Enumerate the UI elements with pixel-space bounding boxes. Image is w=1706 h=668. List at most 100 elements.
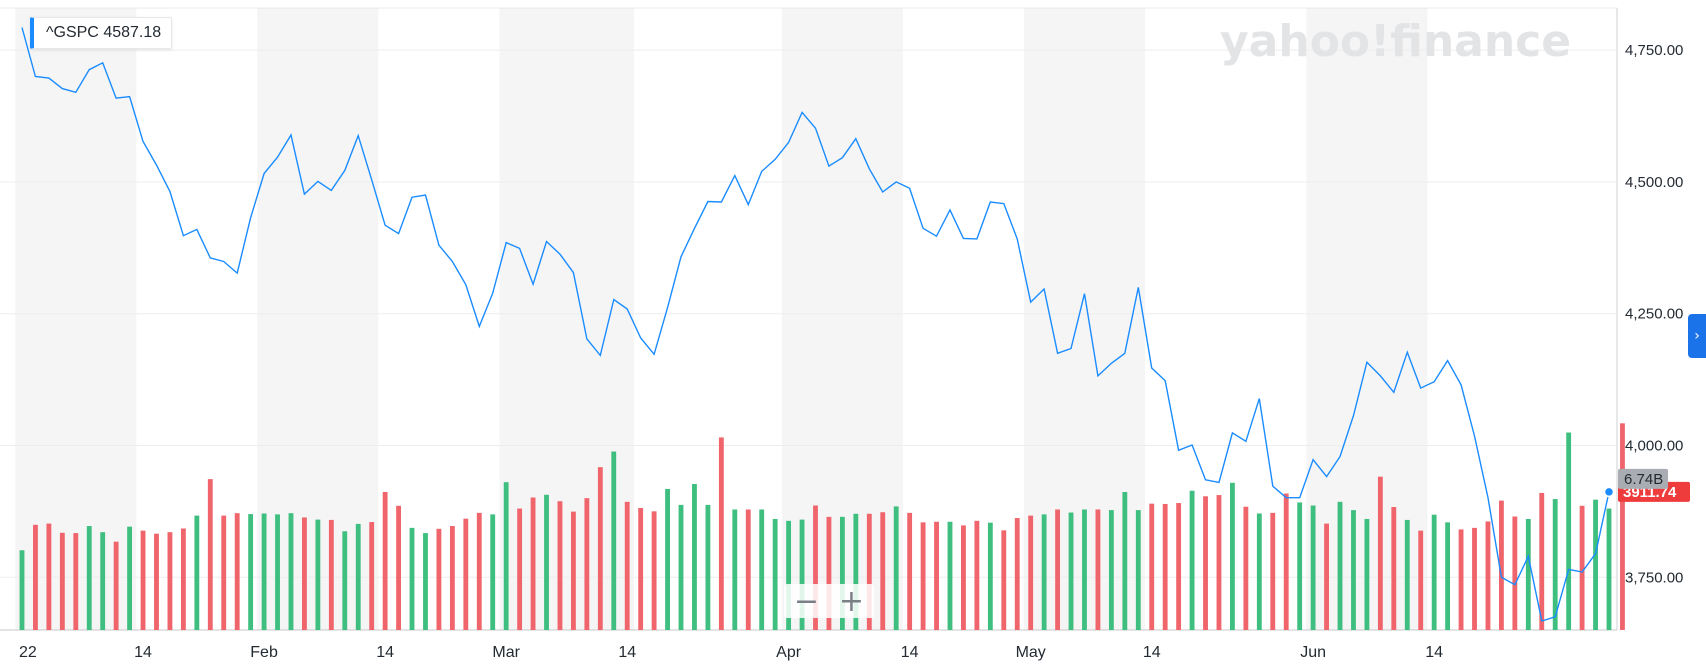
y-axis: 3,750.00 4,000.00 4,250.00 4,500.00 4,750.00 <box>1625 42 1683 586</box>
volume-bar <box>1620 423 1625 630</box>
zoom-in-button[interactable]: + <box>838 583 865 619</box>
x-tick-label: Mar <box>492 644 520 661</box>
symbol-label: ^GSPC <box>46 24 99 41</box>
x-tick-label: 14 <box>134 644 152 661</box>
y-tick-label: 4,750.00 <box>1625 42 1683 59</box>
volume-bar <box>19 550 25 630</box>
expand-panel-button[interactable]: › <box>1688 314 1706 358</box>
volume-bar <box>59 532 65 630</box>
current-markers: 3911.746.74B <box>1603 468 1690 502</box>
volume-bar <box>974 520 980 630</box>
volume-bar <box>1431 514 1437 630</box>
volume-bar <box>315 519 321 630</box>
volume-bar <box>826 516 832 630</box>
volume-bar <box>786 520 792 630</box>
volume-bar <box>1149 503 1155 630</box>
volume-bar <box>1068 512 1074 630</box>
volume-bar <box>154 533 159 630</box>
volume-bar <box>1364 518 1370 630</box>
y-tick-label: 4,000.00 <box>1625 438 1683 455</box>
volume-bar <box>1566 432 1572 630</box>
volume-bar <box>1593 499 1598 630</box>
volume-bar <box>449 526 455 630</box>
current-volume-label: 6.74B <box>1624 471 1663 488</box>
volume-bar <box>665 488 670 630</box>
volume-bar <box>1445 522 1451 630</box>
x-tick-label: 22 <box>19 644 37 661</box>
volume-bar <box>490 514 496 630</box>
volume-bar <box>772 518 778 630</box>
volume-bar <box>1552 499 1558 630</box>
volume-bar <box>476 512 482 630</box>
volume-bar <box>1162 503 1168 630</box>
volume-bar <box>1243 506 1249 630</box>
x-tick-label: Feb <box>250 644 278 661</box>
volume-bar <box>302 517 307 630</box>
volume-bar <box>423 533 428 630</box>
y-tick-label: 4,500.00 <box>1625 174 1683 191</box>
y-tick-label: 4,250.00 <box>1625 306 1683 323</box>
volume-bar <box>409 527 415 630</box>
zoom-controls: − + <box>784 583 874 619</box>
volume-bar <box>1579 505 1585 630</box>
volume-bar <box>1108 510 1114 630</box>
volume-bar <box>517 508 523 630</box>
gridlines <box>0 49 1617 578</box>
volume-bar <box>544 494 549 630</box>
volume-bar <box>759 509 765 630</box>
volume-bar <box>893 506 899 630</box>
volume-bar <box>33 524 38 630</box>
volume-bar <box>1472 527 1477 630</box>
current-volume-tag <box>1618 468 1668 489</box>
volume-bar <box>355 523 361 630</box>
volume-bar <box>342 531 348 630</box>
volume-bar <box>100 532 106 630</box>
volume-bar <box>1337 501 1343 630</box>
volume-bar <box>1055 509 1061 630</box>
volume-bar <box>638 507 644 630</box>
volume-bar <box>207 479 213 630</box>
volume-bar <box>113 541 119 630</box>
volume-bar <box>799 519 805 630</box>
volume-bar <box>73 533 79 630</box>
volume-bar <box>1458 529 1464 630</box>
volume-bar <box>1283 493 1289 630</box>
volume-bar <box>1606 508 1612 630</box>
volume-bar <box>1418 530 1424 630</box>
volume-bar <box>127 526 133 630</box>
volume-bar <box>1404 519 1410 630</box>
last-price-dot <box>1603 486 1615 498</box>
chevron-right-icon: › <box>1694 328 1700 344</box>
volume-bar <box>1176 503 1182 630</box>
volume-bar <box>624 501 630 630</box>
x-tick-label: 14 <box>376 644 394 661</box>
volume-bar <box>907 512 913 630</box>
volume-bar <box>180 528 186 630</box>
volume-bar <box>436 528 442 630</box>
volume-bar <box>705 504 711 630</box>
x-tick-label: 14 <box>1143 644 1161 661</box>
volume-bar <box>1135 510 1141 630</box>
volume-bar <box>369 522 375 630</box>
zoom-out-button[interactable]: − <box>793 583 820 619</box>
volume-bar <box>1041 514 1047 630</box>
volume-bar <box>1512 516 1518 630</box>
volume-bar <box>1189 490 1195 630</box>
volume-bar <box>1095 509 1101 630</box>
volume-bar <box>46 523 52 630</box>
y-tick-label: 3,750.00 <box>1625 569 1683 586</box>
yahoo-finance-watermark: yahoo!finance <box>1220 16 1571 67</box>
volume-bar <box>678 504 684 630</box>
volume-bar <box>866 513 872 630</box>
volume-bar <box>1391 507 1397 630</box>
x-tick-label: 14 <box>901 644 919 661</box>
volume-bar <box>248 514 254 630</box>
volume-bar <box>1377 476 1383 630</box>
volume-bar <box>745 509 751 630</box>
month-bands <box>0 7 1618 631</box>
volume-bar <box>194 515 200 630</box>
volume-bar <box>853 513 859 630</box>
volume-bar <box>530 497 536 630</box>
volume-bar <box>1539 492 1545 630</box>
